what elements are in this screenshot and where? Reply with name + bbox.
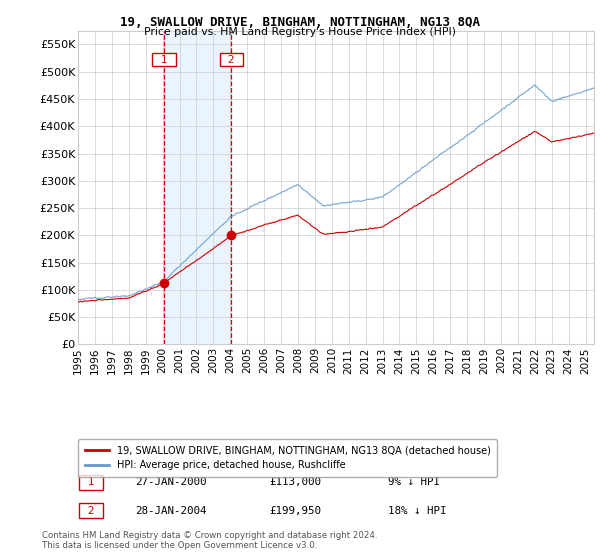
Text: 28-JAN-2004: 28-JAN-2004 bbox=[135, 506, 206, 516]
Text: 9% ↓ HPI: 9% ↓ HPI bbox=[388, 477, 440, 487]
Text: £113,000: £113,000 bbox=[269, 477, 321, 487]
Text: £199,950: £199,950 bbox=[269, 506, 321, 516]
Legend: 19, SWALLOW DRIVE, BINGHAM, NOTTINGHAM, NG13 8QA (detached house), HPI: Average : 19, SWALLOW DRIVE, BINGHAM, NOTTINGHAM, … bbox=[78, 438, 497, 477]
Text: Contains HM Land Registry data © Crown copyright and database right 2024.
This d: Contains HM Land Registry data © Crown c… bbox=[42, 530, 377, 550]
Text: 2: 2 bbox=[81, 506, 101, 516]
Text: Price paid vs. HM Land Registry's House Price Index (HPI): Price paid vs. HM Land Registry's House … bbox=[144, 27, 456, 37]
Text: 27-JAN-2000: 27-JAN-2000 bbox=[135, 477, 206, 487]
Text: 2: 2 bbox=[221, 55, 242, 65]
Text: 18% ↓ HPI: 18% ↓ HPI bbox=[388, 506, 446, 516]
Text: 19, SWALLOW DRIVE, BINGHAM, NOTTINGHAM, NG13 8QA: 19, SWALLOW DRIVE, BINGHAM, NOTTINGHAM, … bbox=[120, 16, 480, 29]
Text: 1: 1 bbox=[154, 55, 174, 65]
Text: 1: 1 bbox=[81, 477, 101, 487]
Bar bbox=[164, 31, 232, 344]
